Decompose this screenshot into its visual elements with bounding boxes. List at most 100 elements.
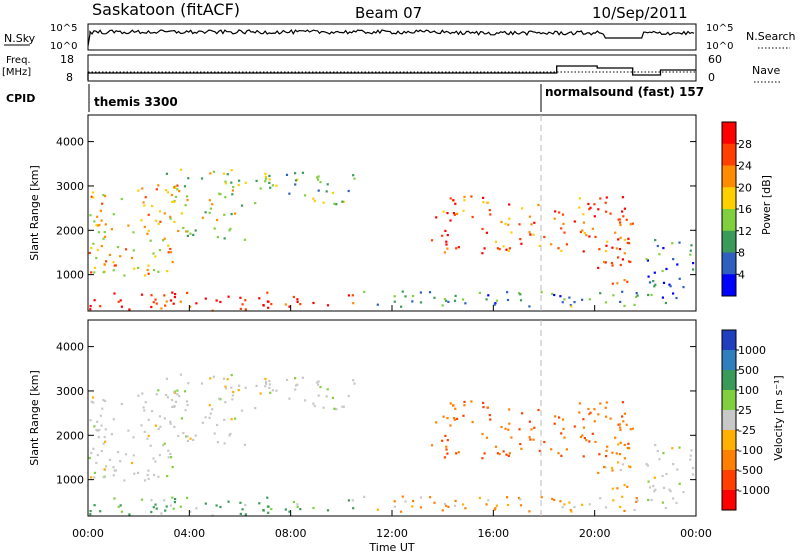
velocity-cell <box>347 394 350 398</box>
velocity-cell <box>120 510 123 513</box>
velocity-cell <box>496 452 499 455</box>
power-cell <box>568 296 571 299</box>
velocity-cell <box>485 436 488 439</box>
power-cell <box>96 248 99 252</box>
velocity-cell <box>615 452 618 455</box>
power-cell <box>265 177 268 180</box>
power-cell <box>519 238 522 241</box>
velocity-cell <box>146 473 149 477</box>
velocity-cell <box>171 496 174 499</box>
velocity-cell <box>463 404 466 407</box>
power-cell <box>689 249 692 252</box>
power-cell <box>189 305 192 308</box>
noise-right-bottom-tick: 10^0 <box>706 41 733 52</box>
power-cell <box>594 235 597 238</box>
velocity-cell <box>441 439 444 442</box>
power-cell <box>611 282 614 285</box>
velocity-cell <box>208 416 211 419</box>
power-cell <box>435 216 438 219</box>
power-cell <box>222 172 226 175</box>
velocity-cell <box>464 507 467 510</box>
power-cell <box>322 201 325 204</box>
velocity-cell <box>262 509 265 512</box>
velocity-cell <box>443 456 446 459</box>
freq-bottom-tick: 8 <box>66 71 73 84</box>
velocity-cell <box>130 461 134 465</box>
power-cell <box>201 216 204 219</box>
velocity-cell <box>618 453 622 456</box>
velocity-cell <box>319 386 322 389</box>
power-cell <box>215 299 218 302</box>
power-cell <box>163 294 166 297</box>
power-cell <box>433 296 436 299</box>
power-cell <box>662 247 665 250</box>
velocity-cell <box>619 441 622 444</box>
velocity-cell <box>119 504 122 507</box>
power-cell <box>171 291 174 294</box>
power-cell <box>171 200 174 203</box>
power-cell <box>141 187 144 190</box>
velocity-cell <box>186 439 189 442</box>
colorbar-segment <box>722 122 736 145</box>
power-cell <box>447 300 450 303</box>
velocity-cell <box>648 486 652 489</box>
power-cell <box>502 245 505 248</box>
power-cell <box>224 196 227 199</box>
power-cell <box>587 202 590 206</box>
power-cell <box>605 244 608 247</box>
power-cell <box>90 246 93 250</box>
power-cell <box>325 190 328 193</box>
power-cell <box>204 297 207 300</box>
power-cell <box>233 212 237 215</box>
power-cell <box>128 308 131 311</box>
velocity-cell <box>102 442 105 445</box>
velocity-cell <box>593 420 596 423</box>
power-cell <box>593 203 596 206</box>
velocity-cell <box>89 513 92 516</box>
power-cell <box>562 222 565 225</box>
power-cell <box>166 270 169 273</box>
velocity-cell <box>169 452 172 456</box>
power-cell <box>617 218 620 221</box>
velocity-cell <box>185 400 189 403</box>
velocity-cell <box>89 419 92 422</box>
velocity-cell <box>498 453 501 456</box>
power-cell <box>226 173 229 176</box>
velocity-cell <box>519 498 522 501</box>
power-cell <box>216 218 219 222</box>
velocity-cell <box>621 463 624 466</box>
power-cell <box>185 195 189 198</box>
power-cell <box>635 295 638 298</box>
velocity-cell <box>167 449 170 452</box>
x-tick-label: 00:00 <box>72 527 104 540</box>
power-cell <box>614 231 617 234</box>
velocity-cell <box>495 504 498 507</box>
velocity-cell <box>171 405 174 408</box>
power-cell <box>496 247 499 250</box>
velocity-cell <box>264 380 268 383</box>
power-cell <box>619 236 622 239</box>
velocity-cell <box>216 423 219 427</box>
power-cell <box>589 206 592 209</box>
noise-left-top-tick: 10^5 <box>50 23 77 34</box>
power-cell <box>174 293 177 296</box>
power-cell <box>454 294 457 297</box>
velocity-cell <box>351 499 354 502</box>
velocity-cell <box>508 452 511 455</box>
velocity-cell <box>104 399 107 403</box>
noise-right-top-tick: 10^5 <box>706 23 733 34</box>
power-cell <box>508 247 511 250</box>
power-cell <box>471 215 474 219</box>
velocity-cell <box>232 390 235 394</box>
velocity-cell <box>174 400 178 403</box>
power-cell <box>147 264 150 267</box>
power-cell <box>164 304 167 307</box>
velocity-cell <box>143 479 147 482</box>
velocity-cell <box>605 455 608 458</box>
y-tick-label: 3000 <box>56 385 84 398</box>
velocity-cell <box>155 507 158 510</box>
power-cell <box>294 172 297 175</box>
velocity-cell <box>231 394 234 397</box>
velocity-cell <box>597 471 600 474</box>
velocity-cell <box>692 473 695 476</box>
